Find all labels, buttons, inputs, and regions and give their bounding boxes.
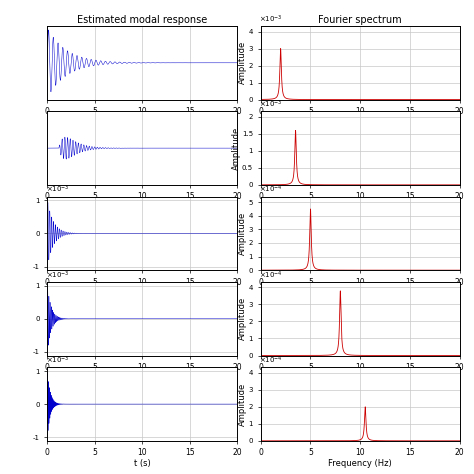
Text: $\times10^{-3}$: $\times10^{-3}$ [46, 355, 69, 366]
X-axis label: Frequency (Hz): Frequency (Hz) [328, 288, 392, 297]
Text: $\times10^{-4}$: $\times10^{-4}$ [259, 355, 283, 366]
Y-axis label: Amplitude: Amplitude [238, 383, 247, 426]
X-axis label: Frequency (Hz): Frequency (Hz) [328, 118, 392, 127]
Text: $\times10^{-3}$: $\times10^{-3}$ [259, 13, 283, 25]
Y-axis label: Amplitude: Amplitude [238, 212, 247, 255]
Y-axis label: Amplitude: Amplitude [238, 297, 247, 340]
X-axis label: Frequency (Hz): Frequency (Hz) [328, 459, 392, 468]
Text: $\times10^{-4}$: $\times10^{-4}$ [259, 184, 283, 195]
Y-axis label: Amplitude: Amplitude [238, 41, 247, 84]
X-axis label: t (s): t (s) [134, 203, 151, 212]
X-axis label: t (s): t (s) [134, 459, 151, 468]
Text: $\times10^{-4}$: $\times10^{-4}$ [259, 269, 283, 281]
Y-axis label: Amplitude: Amplitude [231, 127, 240, 170]
Title: Fourier spectrum: Fourier spectrum [319, 15, 402, 25]
X-axis label: t (s): t (s) [134, 118, 151, 127]
Text: $\times10^{-3}$: $\times10^{-3}$ [46, 184, 69, 195]
Text: $\times10^{-3}$: $\times10^{-3}$ [259, 99, 283, 110]
X-axis label: Frequency (Hz): Frequency (Hz) [328, 203, 392, 212]
Text: $\times10^{-3}$: $\times10^{-3}$ [46, 269, 69, 281]
X-axis label: t (s): t (s) [134, 288, 151, 297]
X-axis label: t (s): t (s) [134, 374, 151, 383]
Title: Estimated modal response: Estimated modal response [77, 15, 207, 25]
X-axis label: Frequency (Hz): Frequency (Hz) [328, 374, 392, 383]
